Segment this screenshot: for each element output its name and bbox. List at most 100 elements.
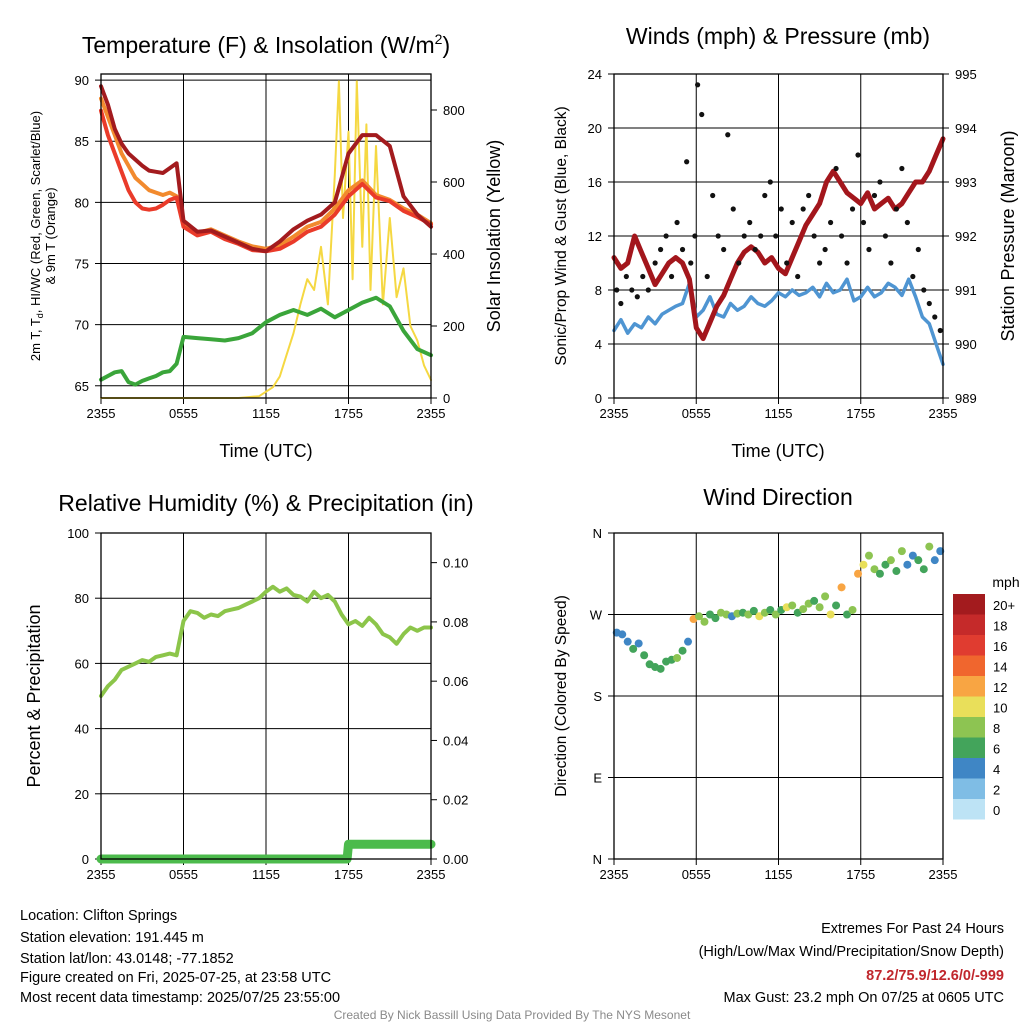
x-tick-label: 1155	[252, 406, 280, 421]
gust-point	[695, 82, 701, 88]
x-tick-label: 2355	[417, 867, 446, 882]
series-line-red	[99, 84, 433, 254]
x-tick-label: 1755	[334, 867, 363, 882]
legend-label: 8	[993, 721, 1000, 736]
winds-y-axis-label: Sonic/Prop Wind & Gust (Blue, Black)	[553, 106, 570, 365]
gust-point	[725, 132, 731, 138]
legend-swatch	[953, 737, 985, 758]
gust-point	[710, 192, 716, 199]
x-tick-label: 2355	[929, 867, 958, 882]
plot-area	[99, 80, 433, 399]
gust-point	[838, 233, 845, 239]
wind-direction-point	[826, 610, 835, 619]
y-tick-label: 8	[595, 283, 602, 298]
x-tick-label: 2355	[87, 406, 116, 421]
gust-point	[614, 287, 620, 293]
wind-direction-point	[886, 556, 895, 565]
y-tick-label: W	[590, 608, 603, 623]
gust-point	[937, 327, 943, 334]
y2-tick-label: 0.04	[443, 733, 468, 748]
temperature-x-axis-label: Time (UTC)	[219, 441, 312, 461]
legend-label: 6	[993, 742, 1000, 757]
legend-label: 16	[993, 639, 1007, 654]
legend-label: 0	[993, 803, 1000, 818]
credit-text: Created By Nick Bassill Using Data Provi…	[334, 1008, 691, 1022]
wind-direction-point	[678, 646, 687, 655]
gust-point	[668, 273, 675, 280]
grid-lines	[614, 533, 943, 859]
station-info: Location: Clifton Springs Station elevat…	[20, 908, 340, 1006]
x-tick-label: 0555	[169, 867, 198, 882]
gust-point	[877, 179, 883, 185]
wind-direction-point	[875, 569, 884, 578]
legend-swatch	[953, 799, 985, 820]
gust-point	[618, 300, 624, 307]
gust-point	[800, 206, 806, 212]
x-tick-label: 1155	[252, 867, 280, 882]
legend-label: 12	[993, 680, 1007, 695]
wind-direction-point	[788, 601, 797, 610]
gust-point	[684, 159, 690, 165]
max-gust-text: Max Gust: 23.2 mph On 07/25 at 0605 UTC	[724, 990, 1004, 1006]
y-tick-label: 100	[67, 526, 89, 541]
wind-direction-point	[843, 610, 852, 619]
wind-direction-point	[799, 605, 808, 614]
series-line-maroon	[611, 136, 946, 342]
series-line-scarlet	[99, 108, 433, 254]
wind-direction-point	[854, 569, 863, 578]
wind-direction-point	[930, 556, 939, 565]
gust-point	[932, 314, 938, 320]
y2-tick-label: 995	[955, 67, 977, 82]
wind-direction-panel-title: Wind Direction	[703, 484, 853, 510]
extremes-values: 87.2/75.9/12.6/0/-999	[866, 968, 1004, 984]
gust-point	[721, 246, 727, 253]
elevation-text: Station elevation: 191.445 m	[20, 930, 204, 946]
gust-point	[692, 233, 698, 239]
gust-point	[704, 273, 710, 280]
humidity-panel-title: Relative Humidity (%) & Precipitation (i…	[58, 490, 473, 516]
y2-tick-label: 0.08	[443, 615, 468, 630]
y2-tick-label: 0.00	[443, 852, 468, 867]
y2-tick-label: 991	[955, 283, 977, 298]
series-line-yellow	[100, 80, 432, 399]
plot-frame	[613, 73, 944, 399]
gust-point	[910, 273, 916, 280]
wind-direction-point	[848, 605, 857, 614]
created-text: Figure created on Fri, 2025-07-25, at 23…	[20, 970, 331, 986]
gust-point	[822, 246, 828, 253]
gust-point	[926, 300, 932, 307]
gust-point	[904, 219, 910, 226]
wind-direction-point	[837, 583, 846, 592]
y-tick-label: 80	[75, 591, 89, 606]
y2-tick-label: 992	[955, 229, 977, 244]
series-line-green	[99, 295, 433, 387]
recent-text: Most recent data timestamp: 2025/07/25 2…	[20, 990, 340, 1006]
location-text: Location: Clifton Springs	[20, 908, 177, 924]
pressure-y-axis-label: Station Pressure (Maroon)	[998, 130, 1018, 341]
legend-swatch	[953, 676, 985, 697]
gust-point	[849, 206, 856, 212]
gust-point	[736, 260, 742, 266]
gust-point	[741, 233, 747, 239]
wind-direction-point	[908, 551, 917, 560]
series-line-sonic	[612, 277, 945, 367]
gust-point	[866, 246, 872, 253]
legend-label: 2	[993, 783, 1000, 798]
y-tick-label: 80	[75, 195, 89, 210]
y-tick-label: N	[593, 852, 602, 867]
extremes-title: Extremes For Past 24 Hours	[821, 921, 1004, 937]
wind-direction-point	[634, 639, 643, 648]
gust-point	[855, 152, 861, 158]
y-tick-label: 65	[75, 379, 89, 394]
legend-label: 4	[993, 762, 1000, 777]
y-tick-label: N	[593, 526, 602, 541]
y2-tick-label: 800	[443, 103, 465, 118]
gust-point	[871, 192, 878, 199]
legend-swatch	[953, 717, 985, 738]
x-tick-label: 0555	[169, 406, 198, 421]
gust-point	[893, 206, 899, 212]
x-tick-label: 0555	[682, 406, 711, 421]
gust-point	[795, 273, 801, 280]
wind-direction-point	[810, 596, 819, 605]
gust-point	[752, 246, 758, 253]
